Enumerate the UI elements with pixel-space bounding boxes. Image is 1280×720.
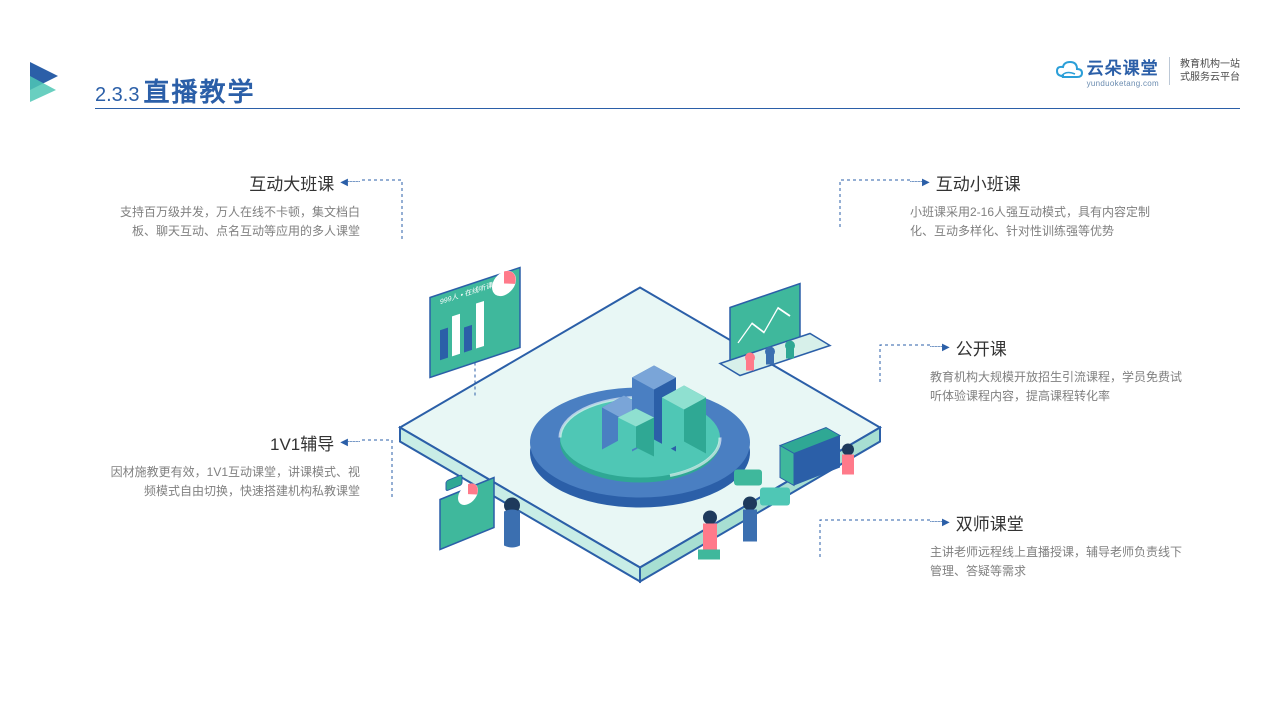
callout-title: 1V1辅导 xyxy=(270,430,334,455)
logo-text: 云朵课堂 xyxy=(1087,54,1159,79)
callout-desc: 因材施教更有效，1V1互动课堂，讲课模式、视频模式自由切换，快速搭建机构私教课堂 xyxy=(100,463,360,501)
section-title: 直播教学 xyxy=(143,72,255,109)
callout-small-class: ┈┈▶ 互动小班课 小班课采用2-16人强互动模式，具有内容定制化、互动多样化、针… xyxy=(910,170,1170,241)
callout-desc: 支持百万级并发，万人在线不卡顿，集文档白板、聊天互动、点名互动等应用的多人课堂 xyxy=(100,203,360,241)
callout-desc: 教育机构大规模开放招生引流课程，学员免费试听体验课程内容，提高课程转化率 xyxy=(930,368,1190,406)
brand-logo: 云朵课堂 yunduoketang.com 教育机构一站 式服务云平台 xyxy=(1055,54,1240,88)
central-illustration: 999人 • 在线听课 xyxy=(360,198,920,623)
header-rule xyxy=(95,108,1240,109)
callout-large-class: ◀┈┈ 互动大班课 支持百万级并发，万人在线不卡顿，集文档白板、聊天互动、点名互动… xyxy=(100,170,360,241)
arrow-right-icon: ┈┈▶ xyxy=(930,342,950,353)
callout-1v1: ◀┈┈ 1V1辅导 因材施教更有效，1V1互动课堂，讲课模式、视频模式自由切换，快… xyxy=(100,430,360,501)
iso-svg: 999人 • 在线听课 xyxy=(360,198,920,618)
callout-title: 互动大班课 xyxy=(249,170,334,195)
callout-title: 互动小班课 xyxy=(936,170,1021,195)
logo-tagline-1: 教育机构一站 xyxy=(1180,58,1240,71)
small-class-icon xyxy=(720,284,830,376)
callout-public: ┈┈▶ 公开课 教育机构大规模开放招生引流课程，学员免费试听体验课程内容，提高课程… xyxy=(930,335,1190,406)
callout-dual-teacher: ┈┈▶ 双师课堂 主讲老师远程线上直播授课，辅导老师负责线下管理、答疑等需求 xyxy=(930,510,1190,581)
cloud-icon xyxy=(1055,60,1083,82)
slide-header: 2.3.3 直播教学 云朵课堂 yunduoketang.com 教育机构一站 … xyxy=(0,30,1280,90)
arrow-right-icon: ┈┈▶ xyxy=(910,177,930,188)
section-number: 2.3.3 xyxy=(95,84,139,107)
logo-subtext: yunduoketang.com xyxy=(1087,79,1159,88)
section-heading: 2.3.3 直播教学 xyxy=(95,72,256,109)
callout-title: 双师课堂 xyxy=(956,510,1024,535)
arrow-left-icon: ◀┈┈ xyxy=(340,437,360,448)
arrow-left-icon: ◀┈┈ xyxy=(340,177,360,188)
logo-tagline-2: 式服务云平台 xyxy=(1180,71,1240,84)
arrow-right-icon: ┈┈▶ xyxy=(930,517,950,528)
callout-desc: 主讲老师远程线上直播授课，辅导老师负责线下管理、答疑等需求 xyxy=(930,543,1190,581)
logo-separator xyxy=(1169,57,1170,85)
corner-triangle-icon xyxy=(28,58,72,102)
callout-title: 公开课 xyxy=(956,335,1007,360)
callout-desc: 小班课采用2-16人强互动模式，具有内容定制化、互动多样化、针对性训练强等优势 xyxy=(910,203,1170,241)
diagram-stage: 999人 • 在线听课 xyxy=(0,110,1280,720)
